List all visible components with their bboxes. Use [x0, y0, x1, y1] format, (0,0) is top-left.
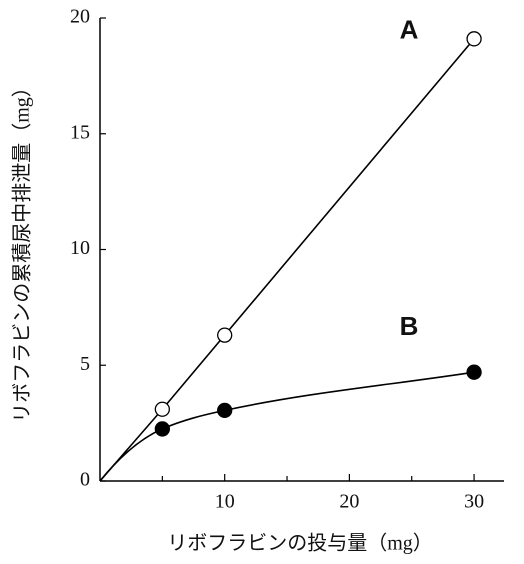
x-tick-label: 10 [215, 491, 235, 513]
data-point [154, 421, 170, 437]
x-tick-label: 30 [464, 491, 484, 513]
data-point [466, 31, 482, 47]
y-tick-label: 5 [80, 353, 90, 375]
series-line [99, 38, 475, 482]
data-point [466, 364, 482, 380]
series-label: B [400, 311, 419, 341]
data-point [154, 401, 170, 417]
series-label: A [400, 15, 419, 45]
y-tick-label: 10 [70, 237, 90, 259]
series-line [99, 371, 475, 482]
y-tick-label: 20 [70, 6, 90, 28]
x-axis-label: リボフラビンの投与量（mg） [167, 532, 433, 555]
x-tick-label: 20 [339, 491, 359, 513]
data-point [217, 327, 233, 343]
y-axis-label: リボフラビンの累積尿中排泄量（mg） [11, 77, 34, 423]
data-point [217, 402, 233, 419]
y-tick-label: 15 [70, 121, 90, 143]
y-tick-label: 0 [80, 469, 90, 491]
